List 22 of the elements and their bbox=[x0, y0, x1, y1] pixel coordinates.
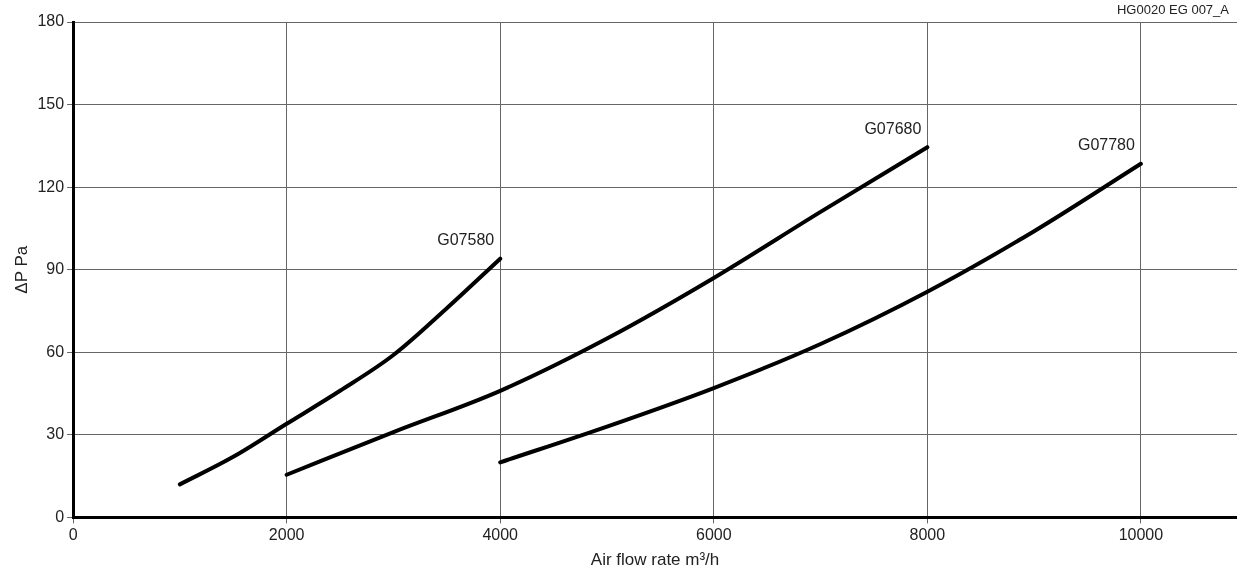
text: HG0020 EG 007_A bbox=[1116, 2, 1229, 17]
y-axis-title: ΔP Pa bbox=[11, 245, 31, 294]
x-tick-label: 6000 bbox=[695, 526, 732, 544]
x-tick-label: 2000 bbox=[268, 526, 305, 544]
line-series bbox=[284, 145, 930, 477]
y-tick-label: 30 bbox=[46, 425, 65, 443]
series-label: G07780 bbox=[1077, 136, 1135, 154]
x-tick-label: 10000 bbox=[1118, 526, 1164, 544]
x-axis-title: Air flow rate m³/h bbox=[590, 550, 720, 570]
x-tick-label: 4000 bbox=[482, 526, 519, 544]
line-series bbox=[177, 256, 503, 487]
series-label: G07580 bbox=[437, 231, 495, 249]
y-tick-label: 120 bbox=[37, 177, 65, 195]
x-tick-label: 8000 bbox=[909, 526, 946, 544]
y-tick-label: 0 bbox=[55, 507, 65, 525]
y-tick-label: 150 bbox=[37, 94, 65, 112]
y-tick-label: 60 bbox=[46, 342, 65, 360]
x-tick-label: 0 bbox=[68, 526, 78, 544]
line-series bbox=[498, 161, 1143, 465]
y-tick-label: 90 bbox=[46, 260, 65, 278]
y-tick-label: 180 bbox=[37, 12, 65, 30]
series-label: G07680 bbox=[864, 119, 922, 137]
